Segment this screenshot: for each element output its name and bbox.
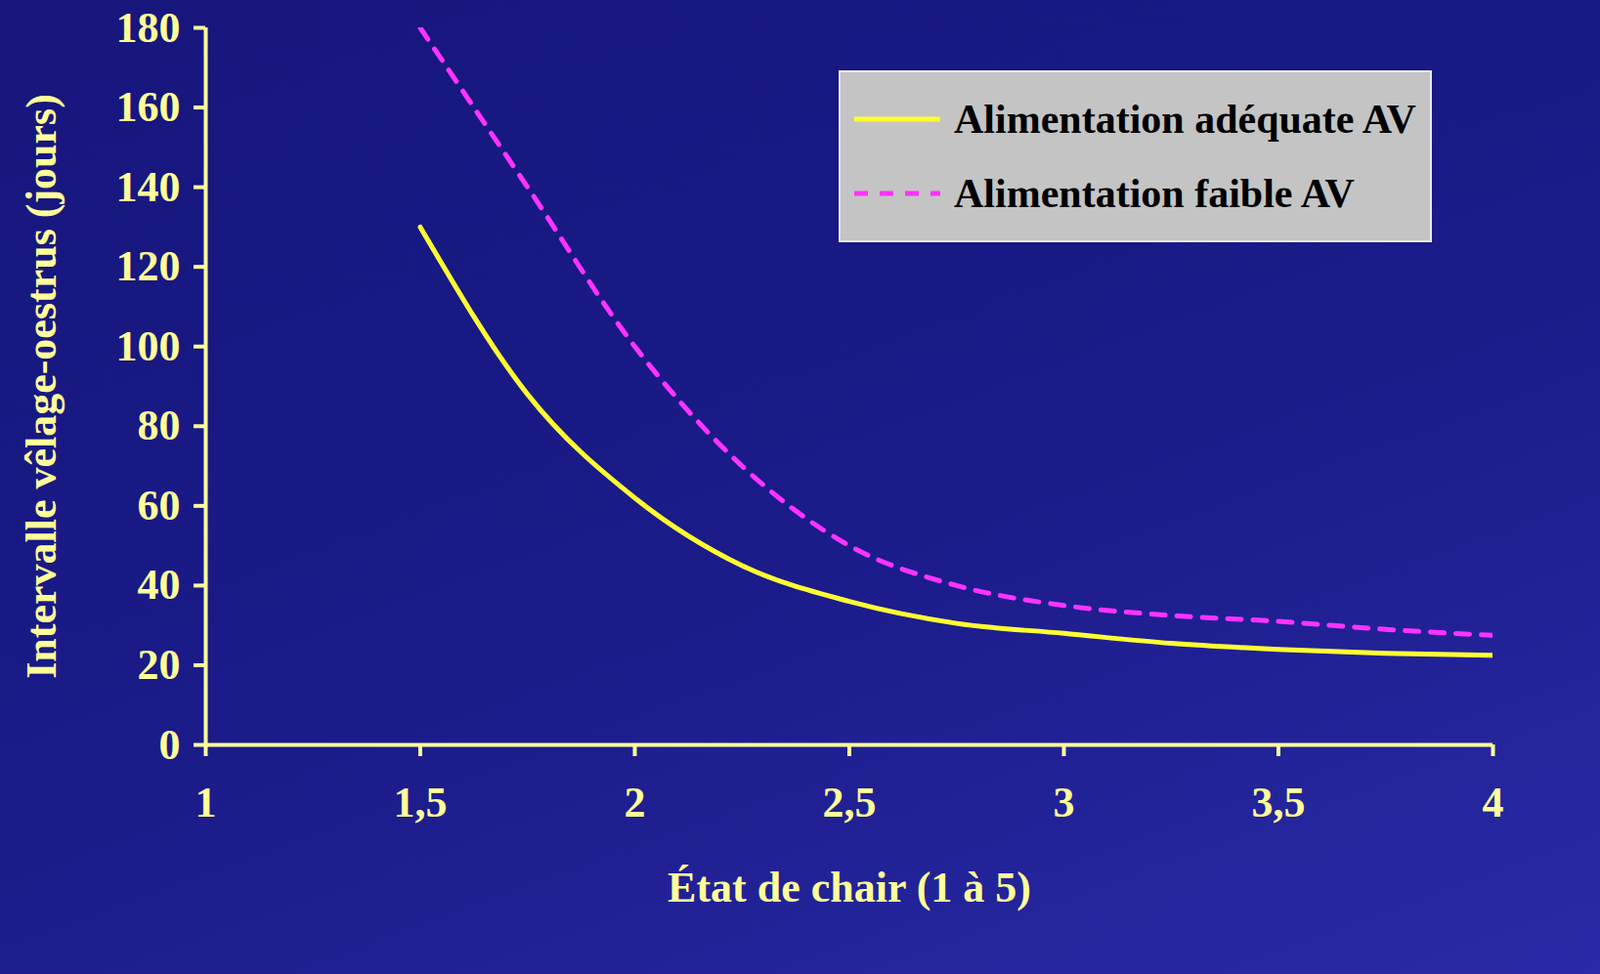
svg-text:Intervalle vêlage-oestrus (jou: Intervalle vêlage-oestrus (jours) (17, 93, 66, 680)
svg-text:État de chair (1 à 5): État de chair (1 à 5) (667, 864, 1032, 912)
svg-text:40: 40 (137, 561, 181, 609)
svg-text:4: 4 (1482, 778, 1505, 827)
html-text:Alimentation adéquate AV: Alimentation adéquate AV (953, 96, 1417, 142)
svg-text:1: 1 (195, 778, 217, 827)
svg-text:180: 180 (116, 3, 181, 52)
svg-text:1,5: 1,5 (393, 778, 448, 827)
svg-text:3,5: 3,5 (1252, 778, 1306, 827)
svg-text:100: 100 (116, 322, 181, 371)
svg-text:2,5: 2,5 (822, 778, 877, 827)
svg-text:2: 2 (624, 778, 647, 827)
html-text:Alimentation faible AV: Alimentation faible AV (953, 171, 1355, 217)
svg-text:80: 80 (137, 401, 181, 450)
svg-text:0: 0 (159, 721, 181, 770)
svg-text:3: 3 (1053, 778, 1076, 827)
svg-text:60: 60 (137, 481, 181, 530)
svg-text:160: 160 (116, 83, 181, 131)
svg-text:20: 20 (137, 641, 181, 690)
svg-text:120: 120 (116, 242, 181, 291)
svg-text:140: 140 (116, 163, 181, 212)
